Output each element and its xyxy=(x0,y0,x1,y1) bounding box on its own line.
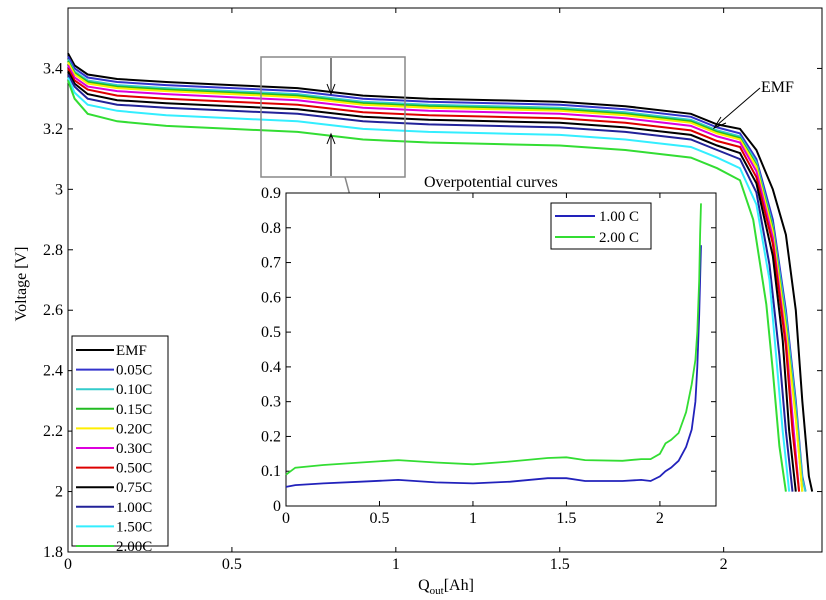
main-x-tick-label: 1.5 xyxy=(550,556,570,573)
main-y-tick-label: 3 xyxy=(55,181,63,198)
main-legend-box xyxy=(71,335,169,547)
main-legend-label: 0.05C xyxy=(116,363,152,379)
main-x-tick-label: 0.5 xyxy=(222,556,242,573)
inset-legend-box xyxy=(550,202,652,250)
main-legend-label: 0.10C xyxy=(116,382,152,398)
main-legend-label: 2.00C xyxy=(116,539,152,555)
inset-legend-label: 1.00 C xyxy=(599,209,639,225)
inset-y-tick-label: 0 xyxy=(273,498,281,515)
main-plot: 0 0.5 1 1.5 2 1.8 2 2.2 2.4 2.6 2.8 3 3.2 3.4 xyxy=(43,7,823,573)
main-series-0-20c xyxy=(67,61,804,492)
x-axis-label-main: Q xyxy=(418,577,430,594)
inset-y-tick-label: 0.6 xyxy=(261,289,281,306)
inset-legend: 1.00 C 2.00 C xyxy=(550,202,652,250)
main-x-tick-label: 1 xyxy=(392,556,400,573)
inset-x-tick-label: 0.5 xyxy=(369,510,389,527)
emf-annotation: EMF xyxy=(761,79,794,96)
x-axis-label: Qout[Ah] xyxy=(418,577,474,597)
main-series-2-00c xyxy=(67,80,787,492)
y-axis-label: Voltage [V] xyxy=(13,247,30,322)
inset-y-tick-label: 0.7 xyxy=(261,255,281,272)
main-series-0-30c xyxy=(67,64,801,492)
main-y-tick-label: 2.4 xyxy=(43,363,63,380)
zoom-box xyxy=(260,56,406,178)
inset-x-tick-label: 1.5 xyxy=(556,510,576,527)
main-legend-label: EMF xyxy=(116,343,147,359)
main-series-0-75c xyxy=(67,71,797,492)
x-axis-label-sub: out xyxy=(430,585,444,597)
inset-y-tick-label: 0.2 xyxy=(261,428,281,445)
main-y-tick-label: 2.6 xyxy=(43,302,63,319)
main-series-emf xyxy=(67,52,814,492)
main-y-tick-label: 2.2 xyxy=(43,423,63,440)
emf-annotation-arrow xyxy=(715,87,761,127)
main-series-0-50c xyxy=(67,67,801,492)
inset-y-tick-label: 0.4 xyxy=(261,359,281,376)
inset-y-tick-label: 0.5 xyxy=(261,324,281,341)
main-legend-label: 1.00C xyxy=(116,500,152,516)
inset-series-2-00-c xyxy=(285,203,702,476)
inset-plot: 0 0.5 1 1.5 2 0 0.1 0.2 0.3 0.4 0.5 0.6 0.7 0.8 0.9 xyxy=(261,185,717,527)
main-series-1-50c xyxy=(67,77,791,492)
main-frame xyxy=(67,7,823,553)
inset-title: Overpotential curves xyxy=(424,174,558,191)
main-y-tick-label: 3.2 xyxy=(43,121,63,138)
zoom-arrow-down-head xyxy=(326,83,336,96)
main-x-tick-label: 0 xyxy=(64,556,72,573)
main-series-1-00c xyxy=(67,74,794,492)
main-legend-label: 0.75C xyxy=(116,480,152,496)
inset-y-tick-label: 0.9 xyxy=(261,185,281,202)
main-legend-label: 0.15C xyxy=(116,402,152,418)
inset-y-tick-label: 0.3 xyxy=(261,394,281,411)
inset-x-tick-label: 1 xyxy=(469,510,477,527)
zoom-arrow-up-head xyxy=(326,132,336,145)
x-axis-label-unit: [Ah] xyxy=(444,577,474,594)
inset-x-tick-label: 0 xyxy=(282,510,290,527)
inset-y-tick-label: 0.1 xyxy=(261,463,281,480)
main-legend-label: 0.50C xyxy=(116,461,152,477)
main-legend: EMF 0.05C 0.10C 0.15C 0.20C 0.30C 0.50C 0.75C 1.… xyxy=(71,335,169,555)
main-y-tick-label: 2 xyxy=(55,484,63,501)
inset-x-tick-label: 2 xyxy=(656,510,664,527)
inset-y-tick-label: 0.8 xyxy=(261,220,281,237)
main-y-tick-label: 3.4 xyxy=(43,60,63,77)
main-y-tick-label: 2.8 xyxy=(43,242,63,259)
main-legend-label: 1.50C xyxy=(116,519,152,535)
inset-series-1-00-c xyxy=(285,245,702,488)
main-legend-label: 0.20C xyxy=(116,421,152,437)
main-y-tick-label: 1.8 xyxy=(43,544,63,561)
main-legend-label: 0.30C xyxy=(116,441,152,457)
inset-legend-label: 2.00 C xyxy=(599,230,639,246)
emf-annotation-arrow-head xyxy=(712,116,727,130)
main-x-tick-label: 2 xyxy=(720,556,728,573)
